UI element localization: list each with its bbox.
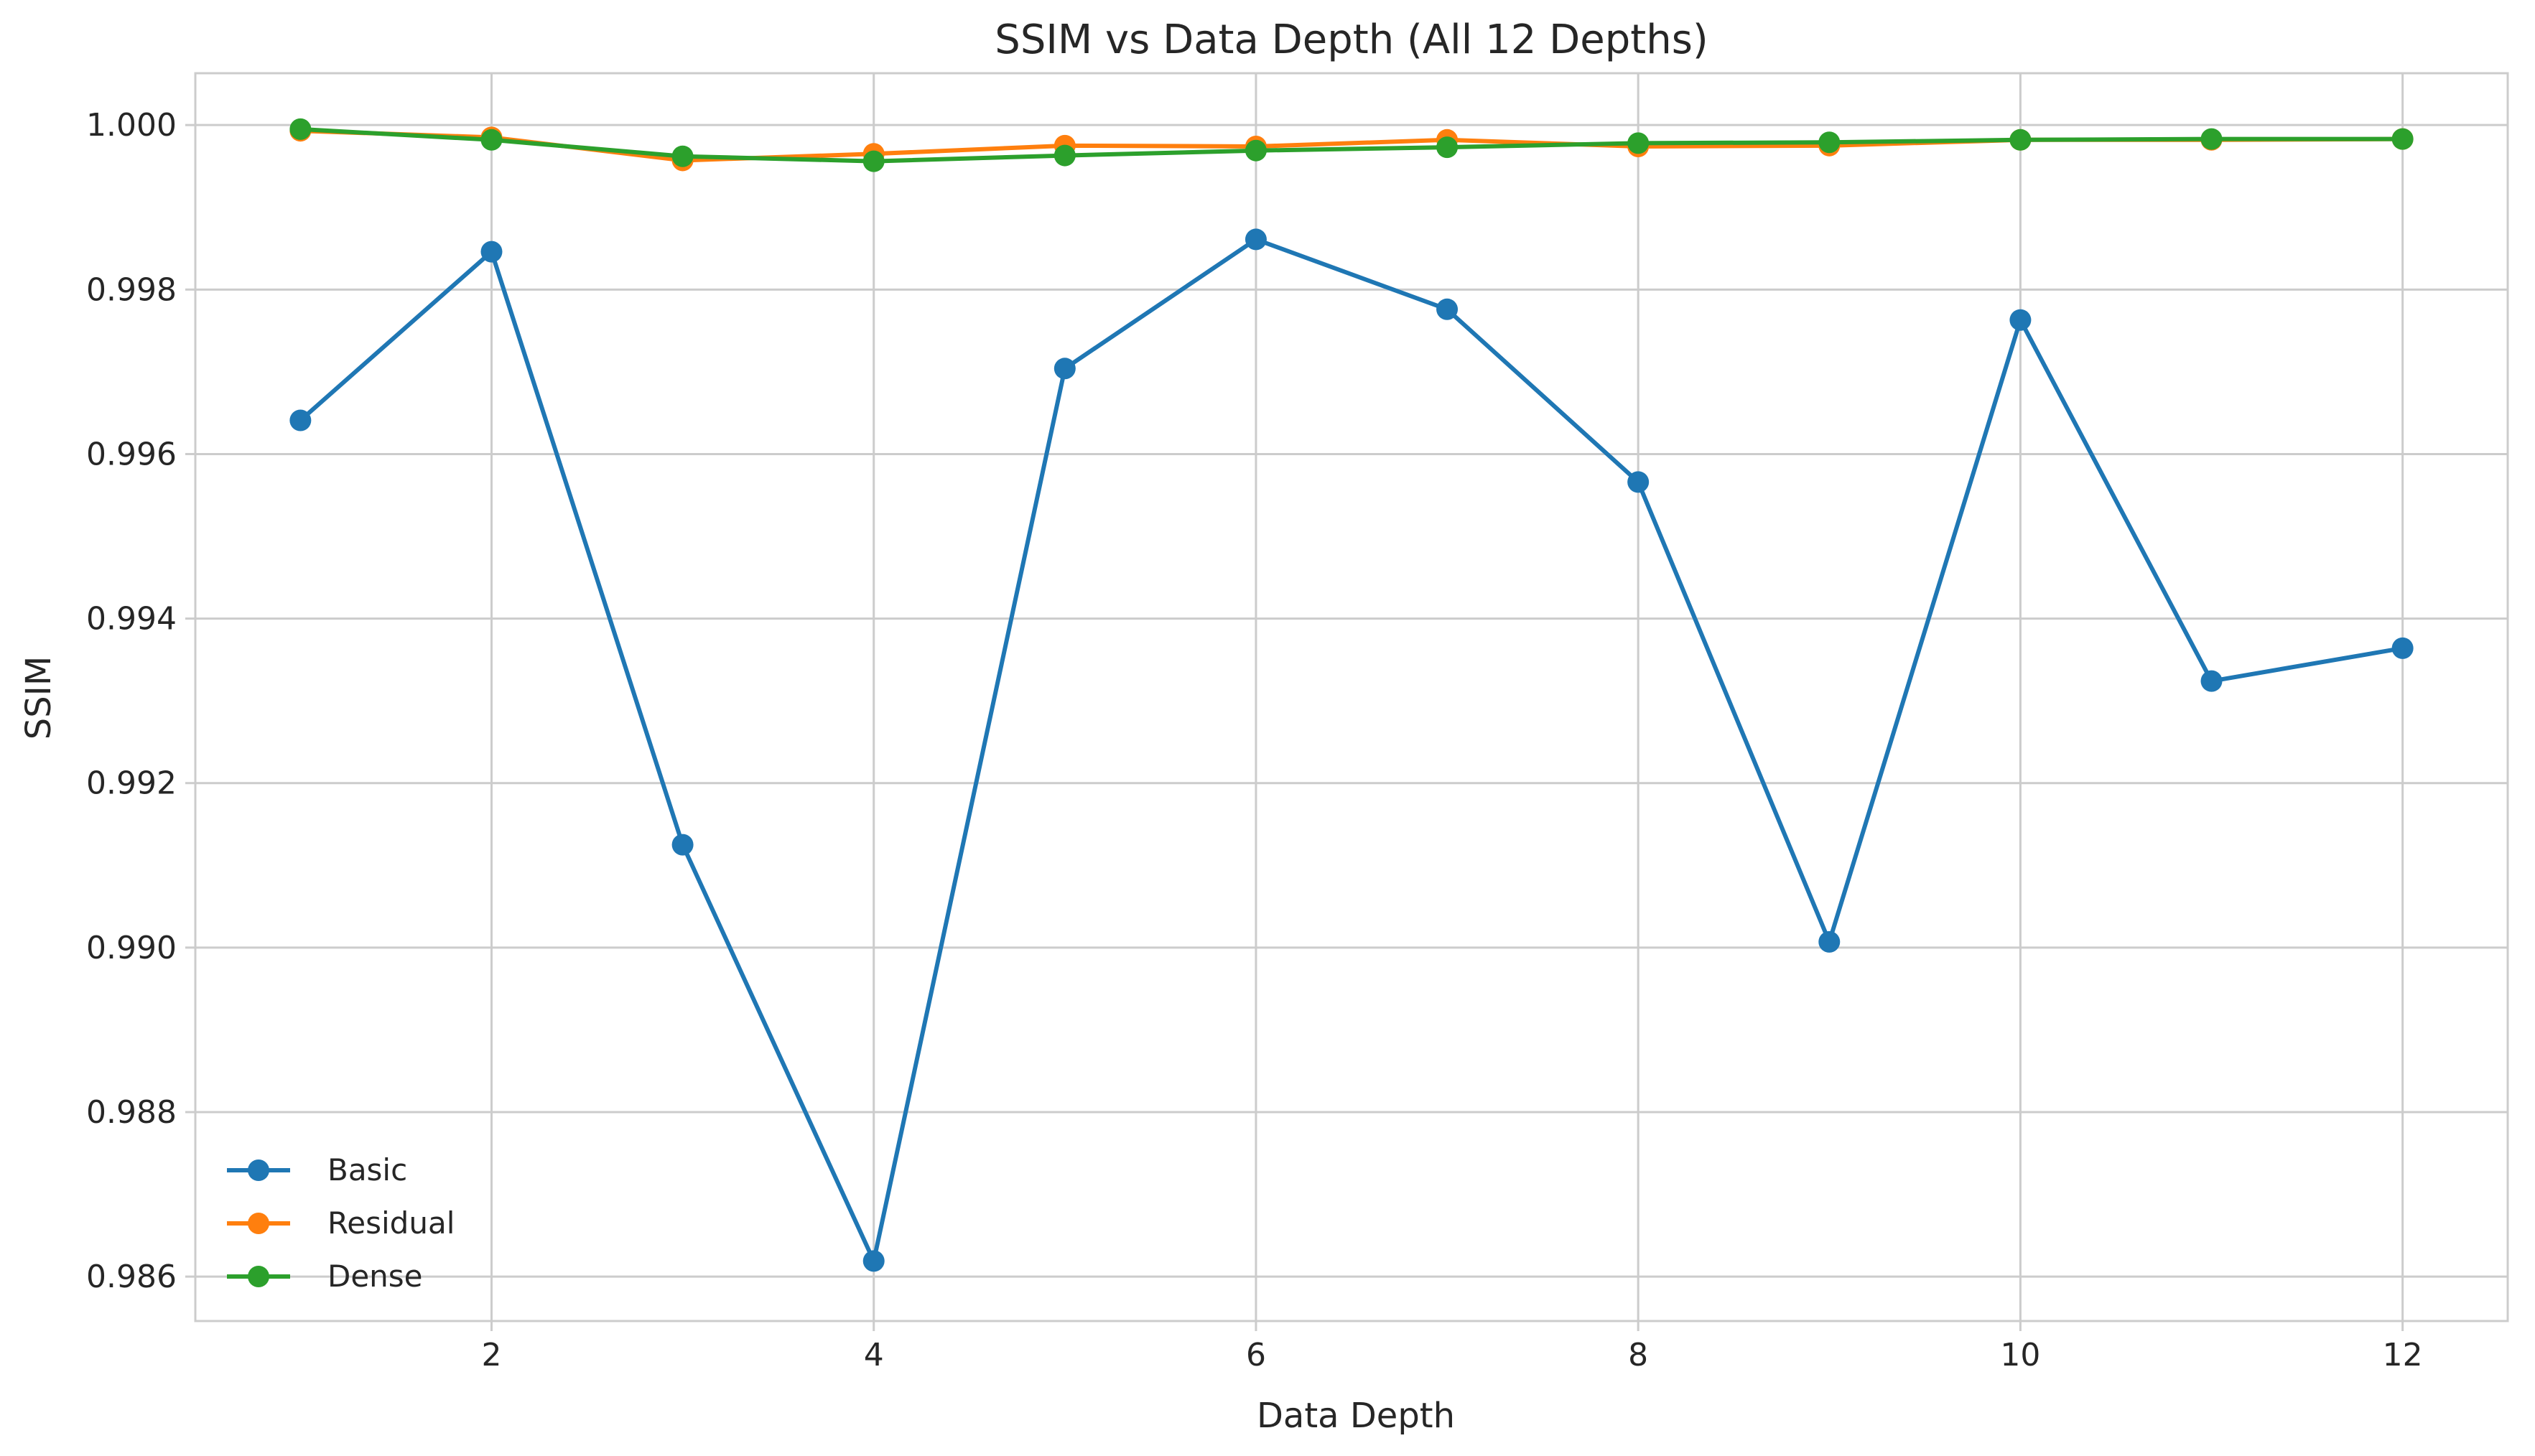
x-axis-label: Data Depth [1257,1396,1455,1436]
legend-item-dense: Dense [227,1259,423,1294]
data-point-dense [2200,128,2223,150]
data-point-basic [1053,358,1076,380]
y-tick-label: 0.986 [86,1259,177,1295]
x-tick-label: 2 [481,1337,501,1373]
y-tick-label: 1.000 [86,107,177,144]
series-basic [289,228,2414,1272]
data-point-basic [1818,930,1841,953]
data-point-dense [2009,129,2032,151]
data-point-basic [289,409,312,431]
data-point-dense [1053,144,1076,167]
legend-label-residual: Residual [327,1205,455,1241]
data-point-basic [2200,670,2223,692]
x-tick-label: 12 [2383,1337,2423,1373]
series-line-dense [298,126,2405,164]
legend-item-residual: Residual [227,1205,455,1241]
legend-marker-basic [248,1159,269,1181]
data-point-dense [480,129,503,151]
data-point-dense [671,145,694,167]
data-point-basic [2391,637,2414,659]
legend-label-basic: Basic [327,1152,407,1187]
data-point-dense [2391,128,2414,150]
grid [195,73,2508,1321]
legend: Basic Residual Dense [227,1152,455,1294]
data-point-dense [862,150,885,172]
y-axis-label: SSIM [19,656,59,740]
data-point-dense [1818,131,1841,154]
y-tick-label: 0.998 [86,271,177,308]
data-point-basic [671,834,694,856]
x-tick-label: 8 [1628,1337,1648,1373]
series-dense [289,118,2414,172]
data-point-dense [1245,139,1267,162]
y-axis-ticks: 0.986 0.988 0.990 0.992 0.994 0.996 0.998 1.000 [86,107,195,1295]
legend-marker-dense [248,1266,269,1287]
data-point-basic [1436,298,1459,320]
data-point-dense [1627,132,1650,154]
data-point-basic [1627,471,1650,493]
x-tick-label: 6 [1246,1337,1266,1373]
legend-item-basic: Basic [227,1152,407,1187]
y-tick-label: 0.992 [86,765,177,802]
plot-frame [194,72,2509,1322]
x-axis-ticks: 2 4 6 8 10 12 [481,1321,2423,1373]
series-layer [289,118,2414,1272]
data-point-basic [862,1250,885,1272]
x-tick-label: 4 [864,1337,884,1373]
data-point-basic [480,241,503,263]
data-point-basic [2009,309,2032,331]
legend-label-dense: Dense [327,1259,423,1294]
series-line-basic [298,237,2405,1264]
data-point-basic [1245,228,1267,251]
y-tick-label: 0.988 [86,1094,177,1131]
legend-marker-residual [248,1213,269,1234]
y-tick-label: 0.990 [86,930,177,966]
y-tick-label: 0.994 [86,601,177,638]
data-point-dense [289,118,312,140]
x-tick-label: 10 [2000,1337,2040,1373]
y-tick-label: 0.996 [86,436,177,472]
chart-title: SSIM vs Data Depth (All 12 Depths) [995,17,1708,63]
data-point-dense [1436,136,1459,159]
